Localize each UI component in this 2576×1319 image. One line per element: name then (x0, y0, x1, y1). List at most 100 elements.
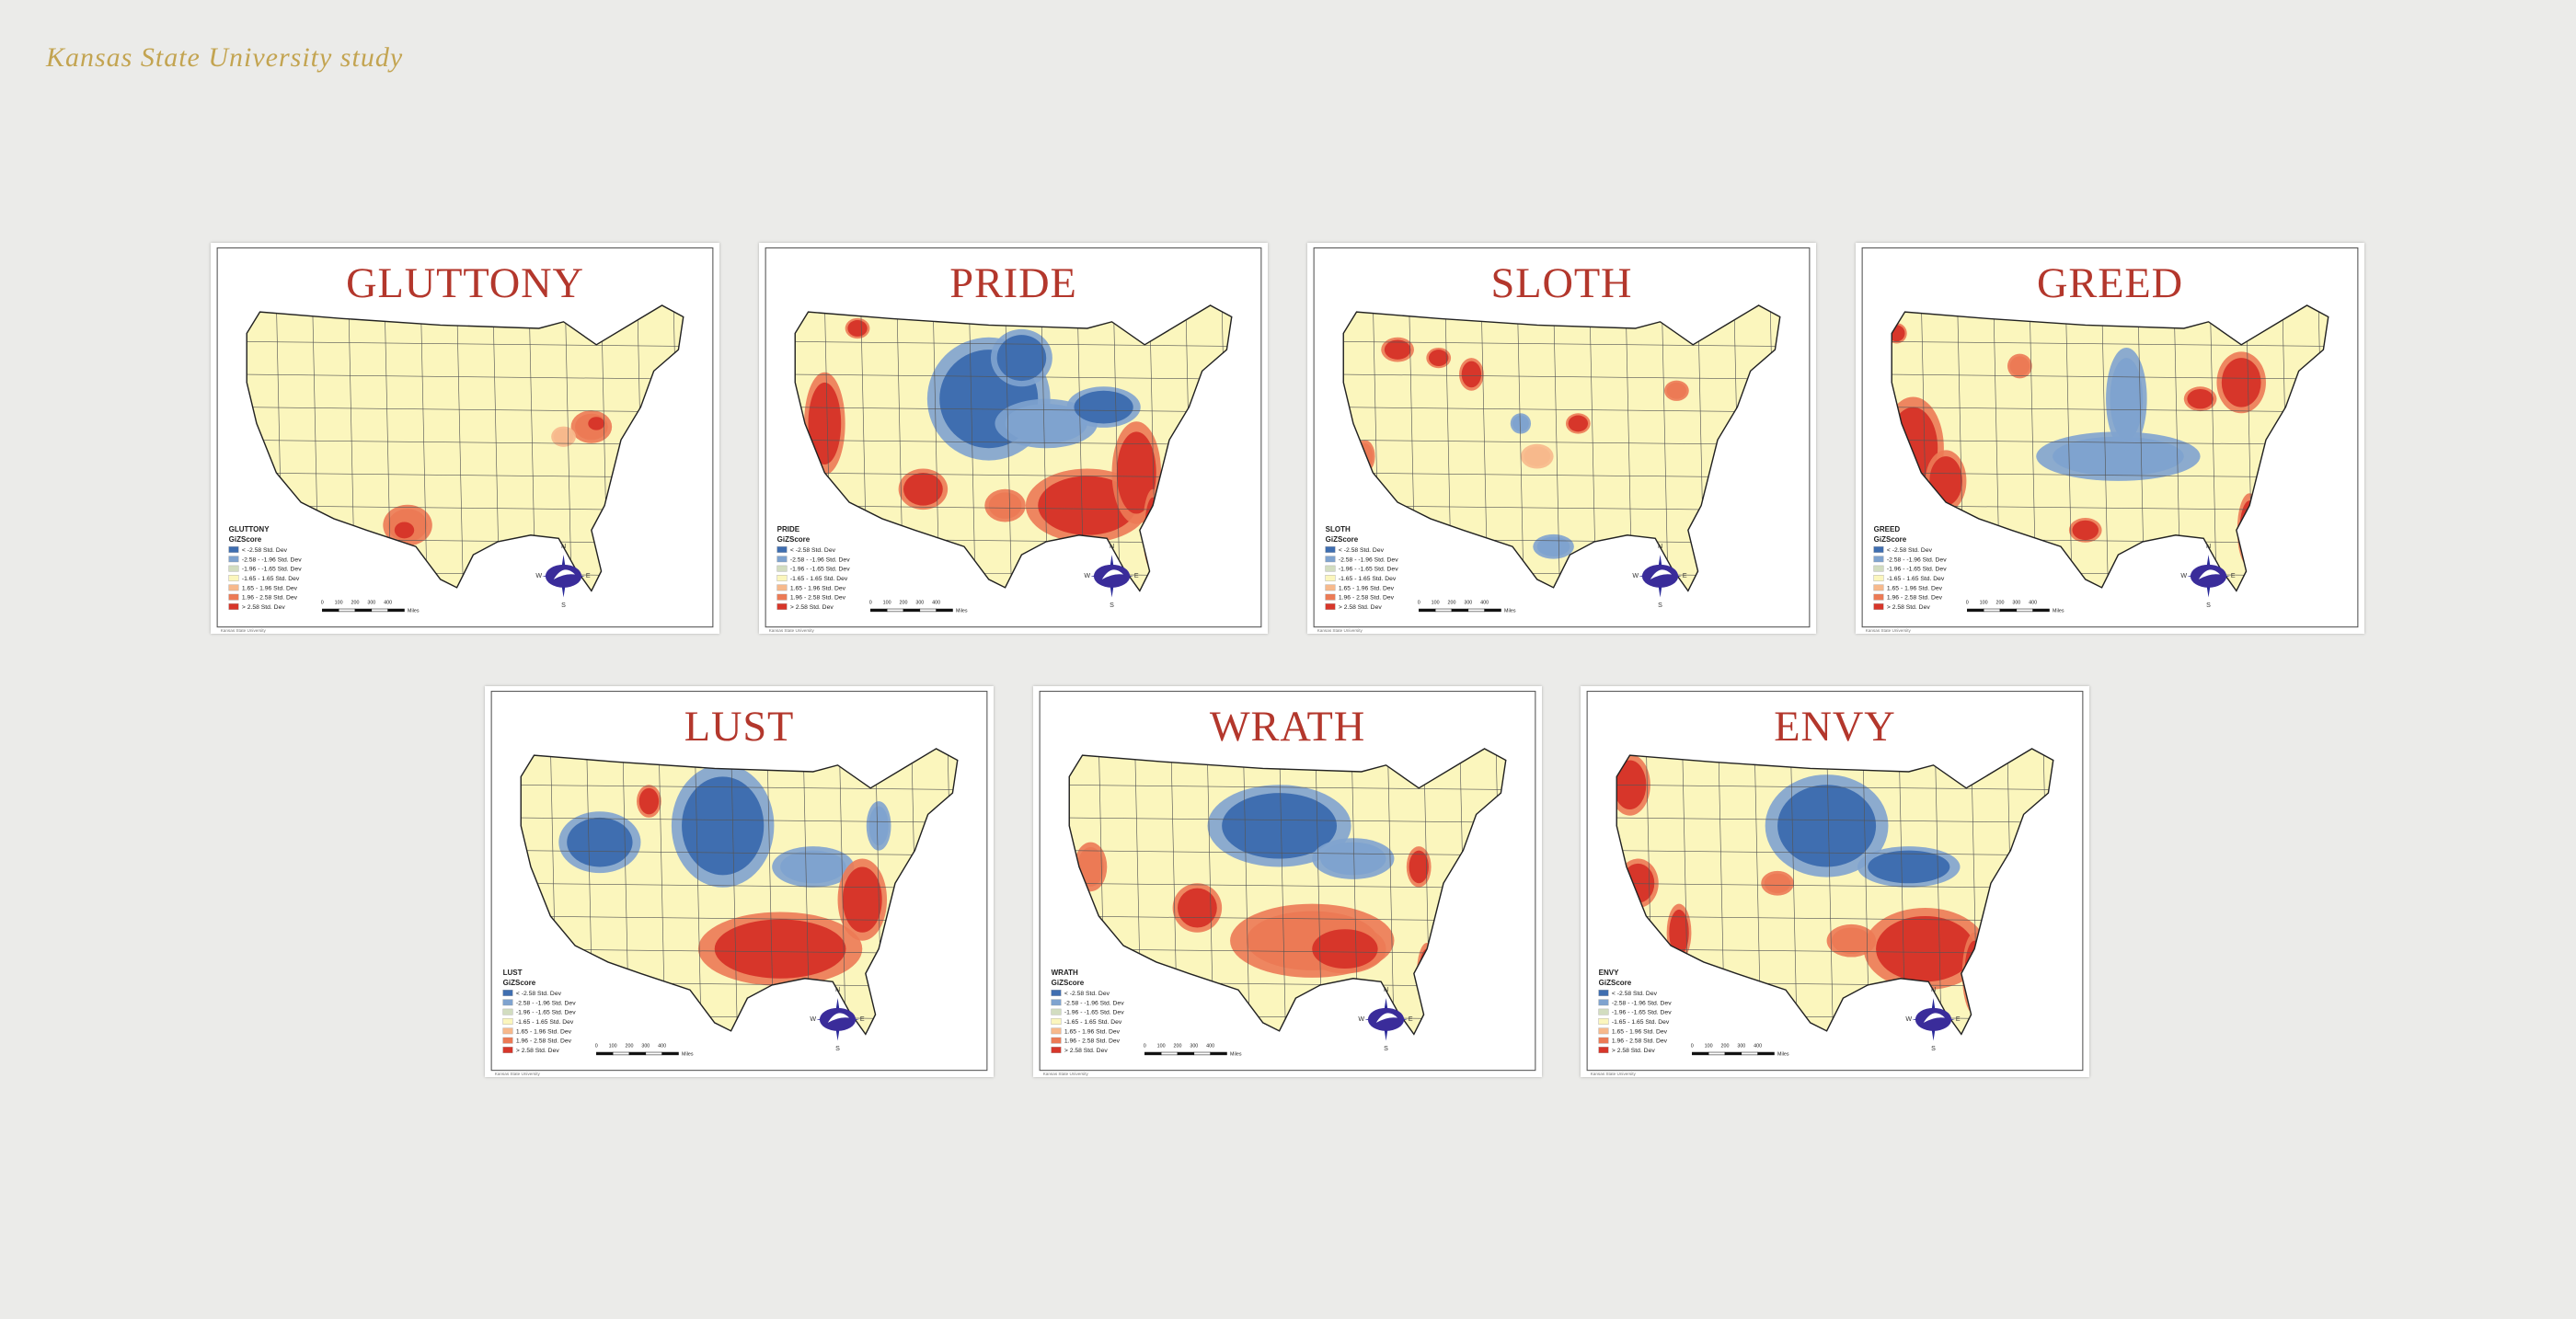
legend-swatch (776, 565, 788, 572)
logo (2190, 564, 2227, 588)
scale-segment (1160, 1051, 1179, 1056)
scale-label: 0 (595, 1044, 598, 1049)
hotspot-core (988, 492, 1022, 519)
legend-swatch (1325, 575, 1336, 581)
scale-label: 400 (2029, 601, 2037, 606)
us-outline (520, 748, 959, 1036)
hotspot-core (842, 866, 882, 933)
scale-label: 100 (609, 1044, 617, 1049)
hotspot-core (567, 817, 633, 867)
compass-label: W (2180, 572, 2187, 579)
scale-label: 100 (1980, 601, 1988, 606)
legend-label: > 2.58 Std. Dev (1612, 1048, 1655, 1054)
scale-segment (1419, 608, 1436, 613)
scale-segment (1484, 608, 1501, 613)
legend-swatch (502, 1018, 513, 1025)
scale-segment (870, 608, 888, 613)
legend-label: < -2.58 Std. Dev (790, 547, 836, 554)
hotspot-core (1461, 361, 1482, 388)
legend-label: < -2.58 Std. Dev (1064, 991, 1110, 997)
compass-label: E (1683, 572, 1687, 579)
hotspot-core (638, 787, 660, 815)
us-land (247, 305, 684, 591)
credit: Kansas State University (1866, 628, 1912, 633)
legend-swatch (1598, 1047, 1609, 1053)
scale-label: 300 (1737, 1044, 1745, 1049)
legend-swatch (1873, 575, 1884, 581)
logo (545, 564, 582, 588)
scale-unit: Miles (682, 1052, 694, 1058)
credit: Kansas State University (1317, 628, 1363, 633)
us-outline (246, 304, 684, 592)
logo (1093, 564, 1131, 588)
compass-label: W (535, 572, 542, 579)
hotspot-core (394, 522, 415, 539)
legend-swatch (1873, 603, 1884, 610)
logo-cat (1375, 1013, 1398, 1023)
hotspot-core (1429, 350, 1449, 367)
hotspot-core (1077, 847, 1104, 887)
scale-segment (2016, 608, 2033, 613)
legend-label: 1.96 - 2.58 Std. Dev (1339, 595, 1395, 602)
scale-label: 100 (1157, 1044, 1166, 1049)
us-outline (794, 304, 1233, 592)
legend-swatch (1051, 1037, 1062, 1044)
legend-layer: GREED (1874, 525, 1901, 533)
scale-segment (1983, 608, 2001, 613)
credit: Kansas State University (495, 1072, 541, 1076)
legend-label: 1.65 - 1.96 Std. Dev (1887, 585, 1943, 591)
scale-segment (354, 608, 373, 613)
legend-swatch (776, 556, 788, 563)
hotspot-core (1524, 446, 1551, 466)
legend-label: 1.96 - 2.58 Std. Dev (242, 595, 298, 602)
scale-segment (371, 608, 388, 613)
compass-label: W (1358, 1015, 1364, 1023)
legend-swatch (1051, 1018, 1062, 1025)
hotspot-core (1384, 339, 1411, 360)
compass-label: N (1658, 543, 1662, 550)
legend-label: -1.65 - 1.65 Std. Dev (242, 576, 300, 582)
scale-unit: Miles (1504, 609, 1516, 614)
scale-label: 300 (641, 1044, 650, 1049)
legend-heading: GiZScore (777, 535, 811, 544)
map-card: WRATH WRATH GiZScore < -2.58 Std. Dev -2.58 … (1033, 686, 1542, 1077)
scale-segment (628, 1051, 647, 1056)
legend-swatch (776, 584, 788, 591)
scale-label: 400 (1206, 1044, 1214, 1049)
legend-swatch (1598, 1018, 1609, 1025)
compass-label: E (1409, 1015, 1413, 1023)
logo-cat (1923, 1013, 1946, 1023)
logo (819, 1007, 857, 1031)
legend-swatch (1325, 593, 1336, 601)
compass-label: E (860, 1015, 865, 1023)
map-title: SLOTH (1491, 260, 1633, 307)
compass-label: S (1110, 602, 1114, 609)
scale-segment (1210, 1051, 1227, 1056)
map-card: LUST LUST GiZScore < -2.58 Std. Dev -2.58 - … (485, 686, 994, 1077)
legend-swatch (228, 584, 239, 591)
map-card: GREED GREED GiZScore < -2.58 Std. Dev -2.58 … (1856, 243, 2364, 634)
us-outline (1342, 304, 1781, 592)
legend-heading: GiZScore (503, 979, 536, 987)
map: SLOTH SLOTH GiZScore < -2.58 Std. Dev -2.58 … (1313, 247, 1811, 633)
legend-label: 1.96 - 2.58 Std. Dev (790, 595, 846, 602)
legend-label: < -2.58 Std. Dev (1339, 547, 1385, 554)
hotspot-core (1764, 873, 1791, 893)
compass-label: N (1931, 986, 1936, 993)
logo (1641, 564, 1679, 588)
hotspots (1616, 753, 1987, 1015)
scale-label: 200 (900, 601, 908, 606)
scale-label: 400 (1754, 1044, 1762, 1049)
scale-label: 300 (1464, 601, 1472, 606)
scale-segment (1741, 1051, 1758, 1056)
compass-label: E (2231, 572, 2236, 579)
legend-swatch (228, 603, 239, 610)
scale-label: 300 (915, 601, 924, 606)
legend-swatch (502, 990, 513, 996)
scale-label: 200 (1721, 1044, 1730, 1049)
hotspot-core (868, 806, 889, 846)
legend-layer: ENVY (1599, 969, 1619, 977)
legend-swatch (502, 1008, 513, 1015)
logo-cat (2198, 569, 2221, 579)
compass-label: S (2206, 602, 2211, 609)
